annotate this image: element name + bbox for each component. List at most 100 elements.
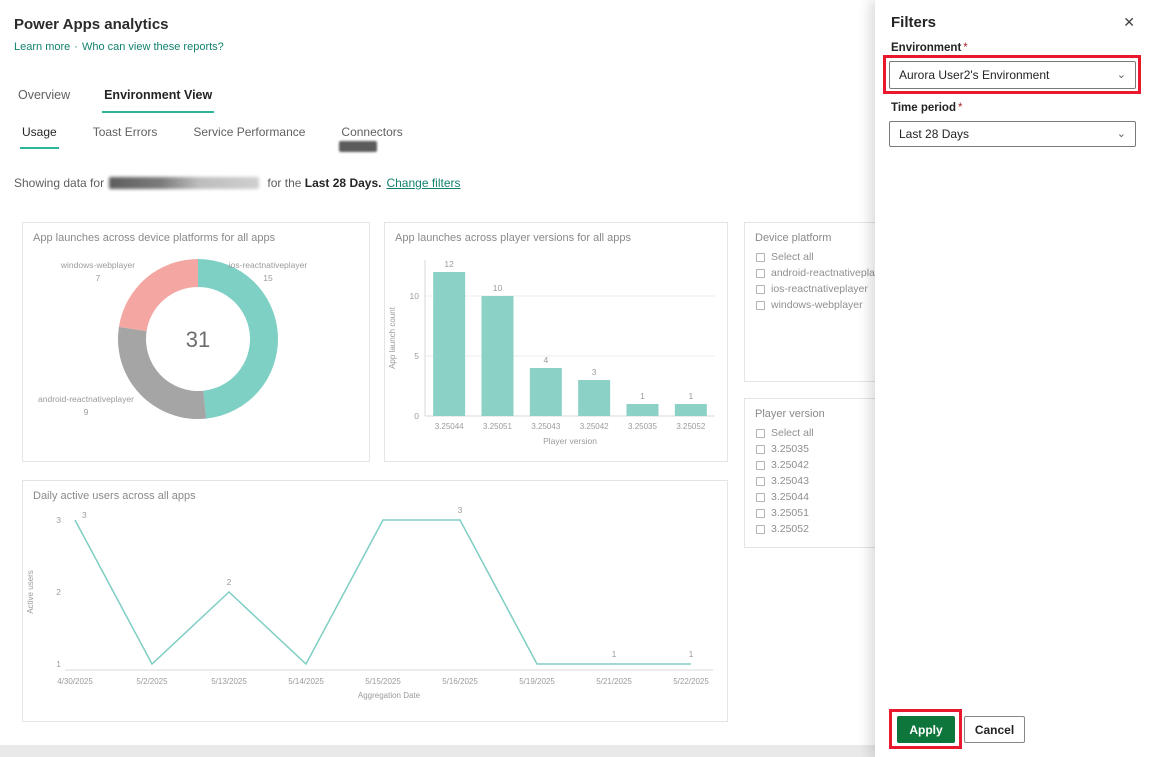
- chevron-down-icon: ⌄: [1116, 127, 1126, 140]
- donut-chart: 31 ios-reactnativeplayer 15 android-reactna…: [38, 259, 307, 419]
- line-xlabel: Aggregation Date: [358, 691, 421, 700]
- links-separator: ·: [74, 41, 78, 53]
- bar-xtick: 3.25042: [580, 422, 609, 431]
- showing-middle: for the: [264, 176, 305, 190]
- learn-more-link[interactable]: Learn more: [14, 41, 71, 53]
- line-xtick: 5/2/2025: [136, 677, 168, 686]
- change-filters-link[interactable]: Change filters: [386, 176, 461, 190]
- bar-value-label: 3: [592, 367, 597, 377]
- checkbox-icon[interactable]: [756, 492, 765, 502]
- subtab-usage[interactable]: Usage: [20, 123, 59, 149]
- donut-value: 9: [84, 407, 89, 417]
- line-xtick: 5/16/2025: [442, 677, 478, 686]
- apply-button[interactable]: Apply: [897, 716, 955, 743]
- showing-prefix: Showing data for: [14, 176, 105, 190]
- checkbox-icon[interactable]: [756, 508, 765, 518]
- time-period-label-text: Time period: [891, 102, 956, 114]
- player-version-option-label: 3.25043: [771, 475, 809, 487]
- device-platform-option-label: Select all: [771, 251, 814, 263]
- cancel-button[interactable]: Cancel: [964, 716, 1025, 743]
- player-version-option-label: 3.25052: [771, 523, 809, 535]
- line-xtick: 5/13/2025: [211, 677, 247, 686]
- subtab-service-performance[interactable]: Service Performance: [193, 125, 306, 139]
- player-version-option[interactable]: 3.25035: [756, 443, 959, 455]
- environment-label-text: Environment: [891, 42, 962, 54]
- who-can-view-link[interactable]: Who can view these reports?: [81, 41, 224, 53]
- bar-ytick: 10: [410, 291, 420, 301]
- bar-chart: 0 5 10 12 3.25044 10 3.25051 4 3.25043 3 3.25042 1 3…: [388, 259, 715, 446]
- bar-xtick: 3.25051: [483, 422, 512, 431]
- device-platform-option[interactable]: ios-reactnativeplayer: [756, 283, 959, 295]
- header-links: Learn more · Who can view these reports?: [14, 41, 224, 53]
- player-version-option[interactable]: 3.25043: [756, 475, 959, 487]
- player-version-option[interactable]: 3.25051: [756, 507, 959, 519]
- tab-environment-view[interactable]: Environment View: [102, 84, 215, 113]
- filters-panel: Filters ✕ Environment * Aurora User2's En…: [875, 0, 1151, 757]
- player-version-option[interactable]: 3.25042: [756, 459, 959, 471]
- close-icon[interactable]: ✕: [1123, 14, 1135, 30]
- checkbox-icon[interactable]: [756, 252, 765, 262]
- bar-xtick: 3.25043: [531, 422, 560, 431]
- subtab-connectors[interactable]: Connectors: [341, 125, 403, 139]
- line-xtick: 5/22/2025: [673, 677, 709, 686]
- chevron-down-icon: ⌄: [1116, 68, 1126, 81]
- main-tabs: Overview Environment View: [16, 84, 215, 113]
- line-ytick: 2: [56, 587, 61, 597]
- player-version-option-label: 3.25035: [771, 443, 809, 455]
- subtab-toast-errors[interactable]: Toast Errors: [92, 125, 158, 139]
- line-xtick: 5/14/2025: [288, 677, 324, 686]
- checkbox-icon[interactable]: [756, 460, 765, 470]
- line-chart-card: Daily active users across all apps 1 2 3 3 2…: [22, 480, 728, 722]
- player-version-option-label: Select all: [771, 427, 814, 439]
- bar-3.25044: [433, 272, 466, 416]
- checkbox-icon[interactable]: [756, 444, 765, 454]
- donut-segment-android-reactnativeplayer: [117, 326, 207, 419]
- donut-chart-card: App launches across device platforms for…: [22, 222, 370, 462]
- device-platform-option-label: android-reactnativeplayer: [771, 267, 890, 279]
- donut-value: 7: [96, 273, 101, 283]
- player-version-option[interactable]: 3.25052: [756, 523, 959, 535]
- bar-xtick: 3.25044: [435, 422, 464, 431]
- checkbox-icon[interactable]: [756, 476, 765, 486]
- checkbox-icon[interactable]: [756, 268, 765, 278]
- checkbox-icon[interactable]: [756, 428, 765, 438]
- bar-value-label: 4: [543, 355, 548, 365]
- checkbox-icon[interactable]: [756, 524, 765, 534]
- line-point-label: 3: [458, 505, 463, 515]
- line-ylabel: Active users: [26, 570, 35, 614]
- donut-value: 15: [263, 273, 273, 283]
- sub-tabs: Usage Toast Errors Service Performance C…: [20, 123, 405, 149]
- filters-panel-title: Filters: [891, 14, 937, 31]
- bar-3.25043: [529, 368, 562, 416]
- bar-ytick: 0: [414, 411, 419, 421]
- showing-period: Last 28 Days.: [304, 176, 382, 190]
- bar-value-label: 1: [688, 391, 693, 401]
- device-platform-option[interactable]: windows-webplayer: [756, 299, 959, 311]
- time-period-field-label: Time period *: [891, 102, 962, 114]
- player-version-option[interactable]: 3.25044: [756, 491, 959, 503]
- bottom-scroll-area: [0, 745, 875, 757]
- donut-segment-ios-reactnativeplayer: [198, 259, 278, 419]
- donut-label: windows-webplayer: [60, 260, 135, 270]
- device-platform-option-label: ios-reactnativeplayer: [771, 283, 868, 295]
- showing-data-line: Showing data for for the Last 28 Days. Ch…: [14, 176, 461, 190]
- donut-segment-windows-webplayer: [118, 259, 198, 332]
- time-period-dropdown[interactable]: Last 28 Days ⌄: [889, 121, 1136, 147]
- bar-ytick: 5: [414, 351, 419, 361]
- checkbox-icon[interactable]: [756, 300, 765, 310]
- player-version-options: Select all 3.25035 3.25042 3.25043 3.25044 3.…: [745, 420, 959, 535]
- checkbox-icon[interactable]: [756, 284, 765, 294]
- bar-chart-title: App launches across player versions for …: [395, 232, 632, 244]
- line-point-label: 3: [82, 510, 87, 520]
- player-version-filter-title: Player version: [755, 408, 825, 420]
- line-ytick: 3: [56, 515, 61, 525]
- tab-overview[interactable]: Overview: [18, 88, 71, 102]
- line-point-label: 1: [689, 649, 694, 659]
- bar-xtick: 3.25052: [676, 422, 705, 431]
- page-title: Power Apps analytics: [14, 16, 169, 33]
- environment-dropdown[interactable]: Aurora User2's Environment ⌄: [889, 61, 1136, 89]
- device-platform-option[interactable]: Select all: [756, 251, 959, 263]
- device-platform-option[interactable]: android-reactnativeplayer: [756, 267, 959, 279]
- donut-center-total: 31: [186, 327, 210, 352]
- player-version-option[interactable]: Select all: [756, 427, 959, 439]
